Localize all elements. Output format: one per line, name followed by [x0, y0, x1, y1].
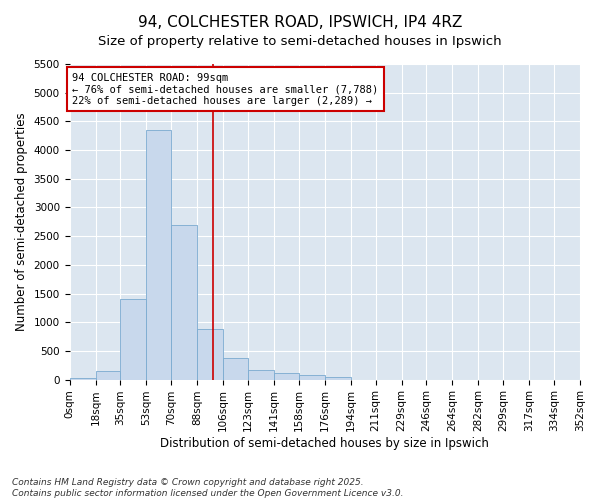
Text: 94, COLCHESTER ROAD, IPSWICH, IP4 4RZ: 94, COLCHESTER ROAD, IPSWICH, IP4 4RZ — [138, 15, 462, 30]
Text: Contains HM Land Registry data © Crown copyright and database right 2025.
Contai: Contains HM Land Registry data © Crown c… — [12, 478, 404, 498]
Bar — [70, 378, 95, 380]
Bar — [95, 371, 120, 380]
X-axis label: Distribution of semi-detached houses by size in Ipswich: Distribution of semi-detached houses by … — [160, 437, 489, 450]
Bar — [120, 300, 146, 380]
Bar — [299, 375, 325, 380]
Bar — [248, 370, 274, 380]
Bar — [171, 224, 197, 380]
Bar — [274, 374, 299, 380]
Text: Size of property relative to semi-detached houses in Ipswich: Size of property relative to semi-detach… — [98, 35, 502, 48]
Y-axis label: Number of semi-detached properties: Number of semi-detached properties — [15, 112, 28, 331]
Bar — [325, 378, 351, 380]
Bar — [223, 358, 248, 380]
Bar — [146, 130, 171, 380]
Text: 94 COLCHESTER ROAD: 99sqm
← 76% of semi-detached houses are smaller (7,788)
22% : 94 COLCHESTER ROAD: 99sqm ← 76% of semi-… — [73, 72, 379, 106]
Bar — [197, 329, 223, 380]
